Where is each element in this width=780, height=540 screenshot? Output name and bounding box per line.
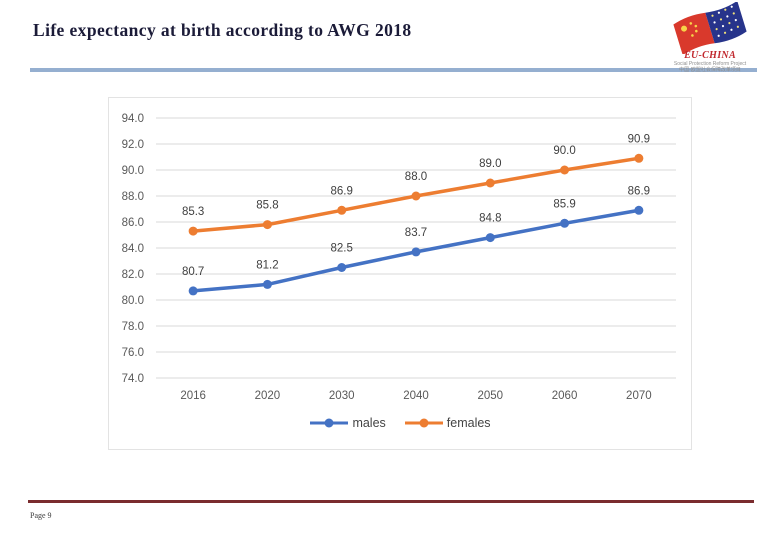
chart-container: 94.0 92.0 90.0 88.0 86.0 84.0 82.0 80.0 78.0 76.0… — [108, 97, 692, 450]
data-label-females: 85.8 — [256, 200, 278, 212]
legend-item-females: females — [404, 416, 491, 430]
title-underline — [30, 68, 757, 72]
y-tick-label: 92.0 — [122, 139, 144, 151]
y-tick-label: 78.0 — [122, 321, 144, 333]
data-point-females — [485, 178, 495, 188]
legend-label-males: males — [352, 416, 386, 430]
data-point-females — [634, 153, 644, 163]
y-tick-label: 84.0 — [122, 243, 144, 255]
x-tick-label: 2070 — [626, 390, 652, 402]
y-tick-label: 88.0 — [122, 191, 144, 203]
eu-china-logo: EU-CHINA Social Protection Reform Projec… — [648, 2, 772, 73]
x-tick-label: 2050 — [477, 390, 503, 402]
logo-subtitle-en: Social Protection Reform Project — [673, 61, 747, 67]
legend-item-males: males — [309, 416, 386, 430]
page-title: Life expectancy at birth according to AW… — [33, 20, 412, 40]
data-label-males: 81.2 — [256, 259, 278, 271]
data-label-females: 89.0 — [479, 158, 501, 170]
legend-marker-males — [310, 418, 349, 428]
data-label-males: 82.5 — [331, 243, 353, 255]
x-tick-label: 2016 — [180, 390, 206, 402]
data-point-males — [485, 233, 495, 243]
x-tick-label: 2020 — [255, 390, 281, 402]
page-number: Page 9 — [30, 511, 52, 520]
y-tick-label: 90.0 — [122, 165, 144, 177]
data-label-males: 84.8 — [479, 213, 501, 225]
data-label-males: 83.7 — [405, 227, 427, 239]
x-tick-label: 2030 — [329, 390, 355, 402]
data-point-males — [188, 286, 198, 296]
data-point-males — [337, 263, 347, 272]
line-chart: 94.0 92.0 90.0 88.0 86.0 84.0 82.0 80.0 78.0 76.0… — [122, 113, 676, 402]
logo-subtitle-zh: 中国-欧盟社会保障改革项目 — [679, 67, 741, 73]
data-label-males: 85.9 — [553, 198, 575, 210]
legend-marker-females — [404, 418, 443, 428]
data-label-females: 86.9 — [331, 185, 353, 197]
data-point-females — [560, 165, 570, 175]
x-tick-label: 2040 — [403, 390, 429, 402]
y-tick-label: 82.0 — [122, 269, 144, 281]
data-point-females — [411, 191, 421, 201]
data-point-males — [262, 279, 272, 289]
data-label-males: 86.9 — [628, 185, 650, 197]
data-point-females — [188, 226, 198, 236]
y-tick-label: 76.0 — [122, 347, 144, 359]
data-point-males — [634, 205, 644, 215]
y-tick-label: 74.0 — [122, 373, 144, 385]
data-label-females: 90.9 — [628, 133, 650, 145]
legend-label-females: females — [446, 416, 491, 430]
data-label-females: 88.0 — [405, 171, 427, 183]
y-tick-label: 86.0 — [122, 217, 144, 229]
footer-divider — [28, 500, 754, 503]
data-point-males — [560, 218, 570, 228]
y-tick-label: 94.0 — [122, 113, 144, 125]
data-point-females — [262, 220, 272, 230]
data-point-males — [411, 247, 421, 257]
x-tick-label: 2060 — [552, 390, 578, 402]
logo-wordmark: EU-CHINA — [684, 50, 736, 61]
eu-china-flag-icon — [673, 2, 747, 54]
data-point-females — [337, 205, 347, 215]
chart-legend: males females — [109, 416, 691, 430]
data-label-females: 90.0 — [553, 145, 575, 157]
data-label-females: 85.3 — [182, 206, 204, 218]
data-label-males: 80.7 — [182, 266, 204, 278]
y-tick-label: 80.0 — [122, 295, 144, 307]
